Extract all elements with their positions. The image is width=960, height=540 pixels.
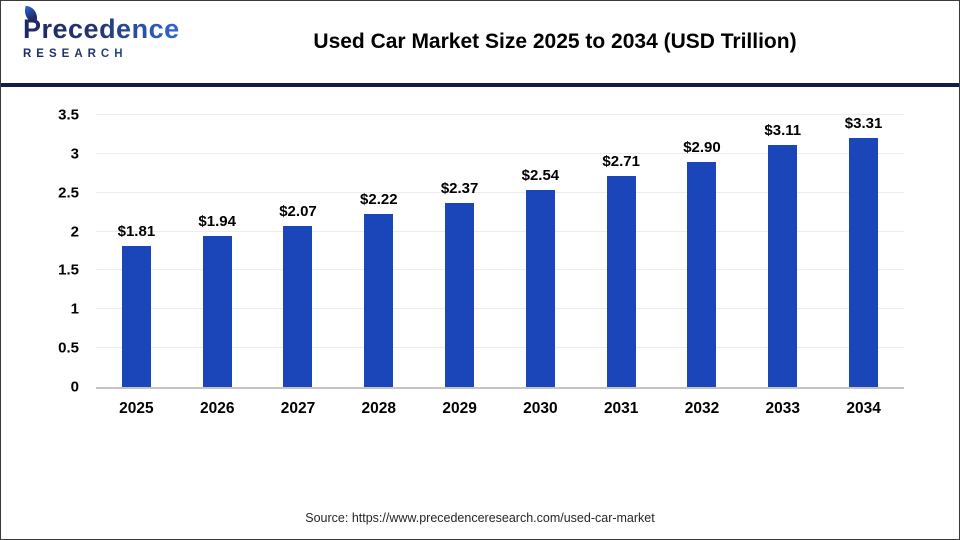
logo-subtitle: RESEARCH (23, 48, 183, 60)
plot-area: $1.81 $1.94 $2.07 $2.22 $2.37 $2.54 $2.71 $2.90… (96, 114, 904, 389)
bar (202, 236, 232, 387)
bar-column: $2.22 (338, 115, 419, 387)
bar-column: $1.81 (96, 115, 177, 387)
bar-value-label: $1.94 (198, 213, 236, 231)
bar-value-label: $2.07 (279, 203, 317, 221)
x-tick-label: 2033 (765, 400, 801, 417)
y-tick-label: 3.5 (58, 106, 79, 124)
bar-value-label: $2.54 (521, 166, 560, 184)
bar-value-label: $2.37 (440, 179, 479, 197)
bar-column: $1.94 (177, 115, 258, 387)
chart-title: Used Car Market Size 2025 to 2034 (USD T… (313, 30, 797, 53)
y-tick-label: 0 (70, 378, 79, 396)
x-tick-label: 2025 (119, 400, 154, 417)
bar-column: $2.90 (662, 115, 743, 387)
y-tick-label: 1.5 (58, 261, 79, 279)
y-tick-label: 2.5 (58, 184, 79, 202)
bar-series: $1.81 $1.94 $2.07 $2.22 $2.37 $2.54 $2.71 $2.90… (96, 115, 904, 387)
header: Precedence RESEARCH Used Car Market Size… (1, 1, 959, 83)
bar-column: $2.37 (419, 115, 500, 387)
header-divider (1, 83, 959, 87)
x-axis: 2025 2026 2027 2028 2029 2030 2031 2032 2033 2034 (96, 400, 904, 418)
bar-value-label: $2.90 (683, 138, 721, 156)
bar (849, 138, 879, 387)
logo-wordmark: Precedence (22, 5, 183, 44)
bar-value-label: $1.81 (117, 223, 156, 241)
bar-column: $2.07 (258, 115, 339, 387)
x-tick-label: 2030 (523, 400, 558, 417)
bar (768, 145, 798, 387)
y-tick-label: 3 (70, 145, 79, 163)
x-tick-label: 2026 (199, 400, 235, 417)
x-tick-label: 2031 (603, 400, 639, 417)
x-tick-label: 2027 (280, 400, 316, 417)
x-tick-label: 2029 (442, 400, 477, 417)
y-axis: 0 0.5 1 1.5 2 2.5 3 3.5 (29, 108, 79, 395)
gridline (96, 308, 904, 310)
gridline (96, 191, 904, 193)
gridline (96, 347, 904, 349)
bar-column: $3.11 (742, 115, 823, 387)
bar (121, 246, 151, 387)
bar (283, 226, 313, 387)
logo-wordmark-text: Precedence (23, 14, 180, 44)
bar-column: $2.54 (500, 115, 581, 387)
bar (525, 189, 555, 387)
bar (364, 214, 394, 387)
bar (445, 202, 475, 387)
bar (687, 161, 717, 387)
gridline (96, 269, 904, 271)
gridline (96, 114, 904, 115)
source-text: Source: https://www.precedenceresearch.c… (305, 511, 655, 525)
gridline (96, 152, 904, 154)
bar-column: $2.71 (581, 115, 662, 387)
y-tick-label: 2 (70, 223, 79, 241)
y-tick-label: 1 (70, 300, 79, 318)
gridline (96, 230, 904, 232)
x-tick-label: 2034 (846, 400, 881, 417)
x-tick-label: 2032 (684, 400, 720, 417)
bar-value-label: $2.71 (602, 153, 640, 171)
bar-value-label: $3.31 (844, 115, 883, 132)
brand-logo: Precedence RESEARCH (22, 5, 183, 60)
bar-column: $3.31 (823, 115, 904, 387)
bar-value-label: $3.11 (764, 122, 802, 140)
x-tick-label: 2028 (361, 400, 397, 417)
bar-value-label: $2.22 (360, 191, 398, 209)
y-tick-label: 0.5 (58, 339, 79, 357)
bar (606, 176, 636, 387)
